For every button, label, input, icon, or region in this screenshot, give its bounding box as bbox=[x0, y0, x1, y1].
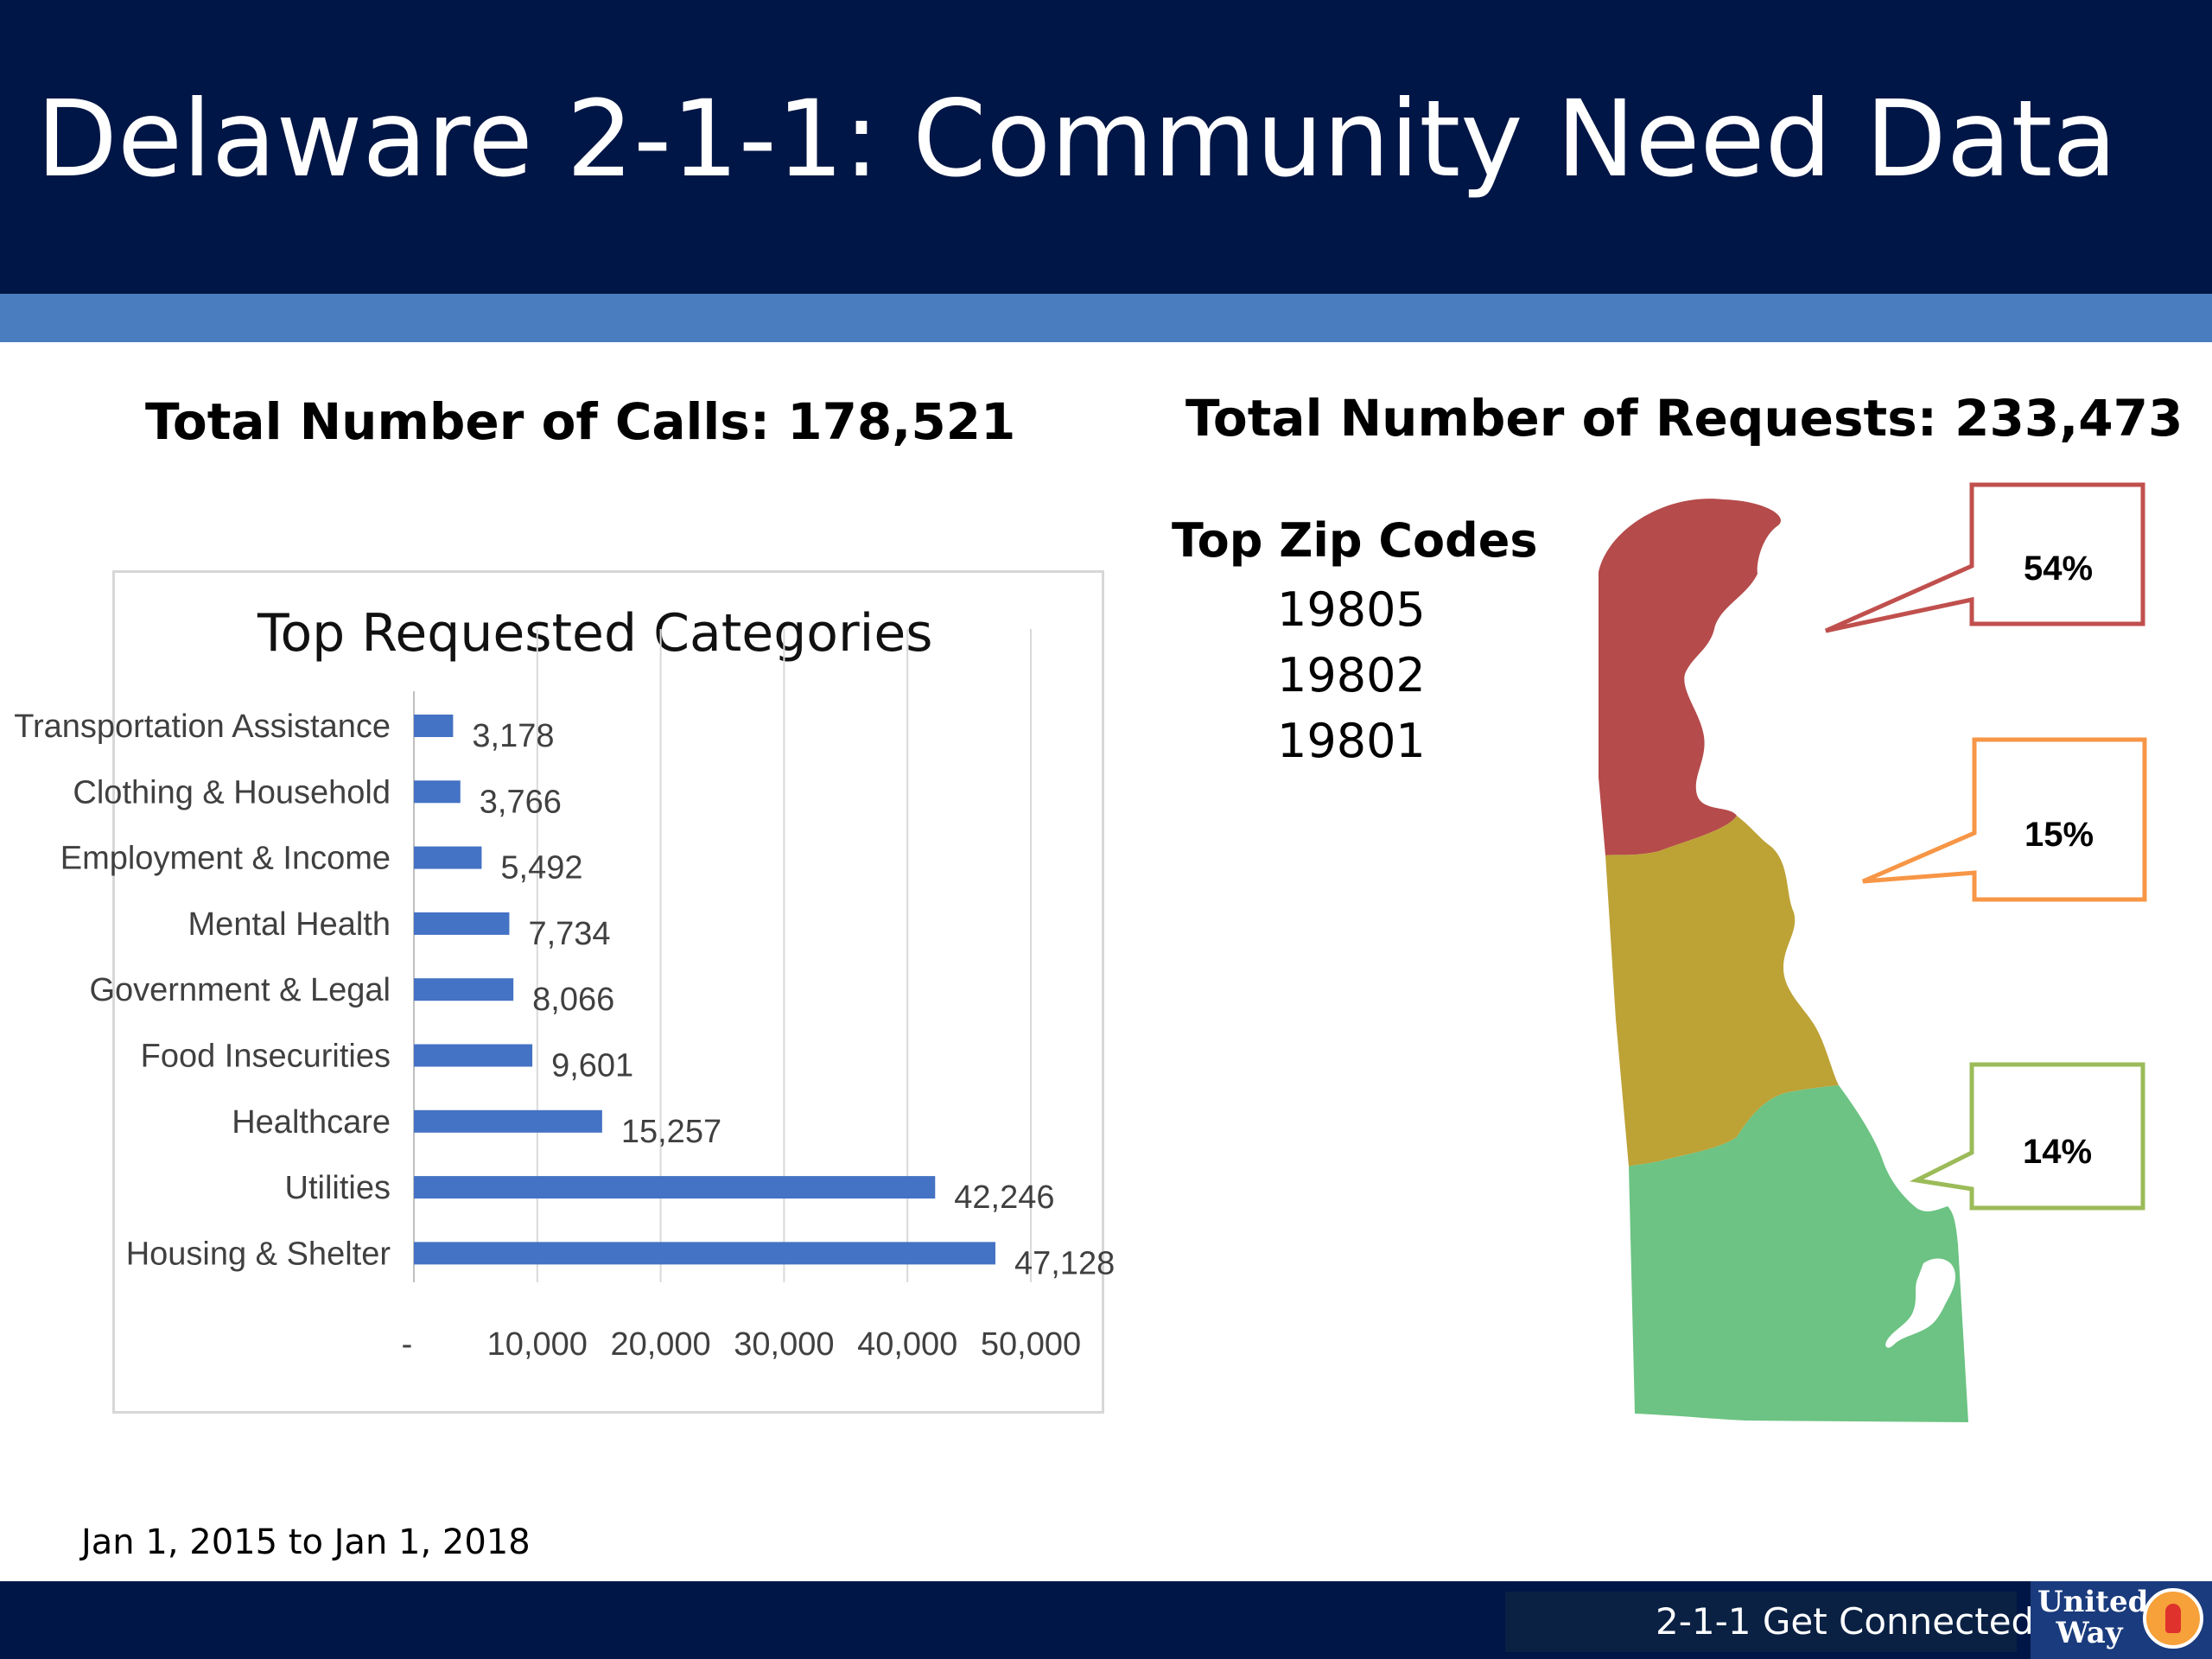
chart-frame bbox=[112, 570, 1104, 1414]
date-range-note: Jan 1, 2015 to Jan 1, 2018 bbox=[81, 1522, 531, 1562]
total-requests-stat: Total Number of Requests: 233,473 bbox=[1185, 389, 2183, 448]
zip-codes-list: 19805 19802 19801 bbox=[1277, 577, 1426, 774]
zip-codes-heading: Top Zip Codes bbox=[1172, 513, 1538, 568]
callout-box bbox=[1824, 482, 2145, 633]
title-bar bbox=[0, 0, 2212, 294]
callout-box bbox=[1862, 737, 2147, 902]
callout-percent: 15% bbox=[2024, 816, 2094, 854]
callout-percent: 14% bbox=[2023, 1133, 2092, 1171]
map-inlet-shape bbox=[1885, 1258, 1955, 1348]
callout-box bbox=[1909, 1062, 2145, 1211]
united-way-logo: United Way bbox=[2031, 1581, 2212, 1659]
zip-code-item: 19805 bbox=[1277, 582, 1426, 637]
map-region-new-castle bbox=[1599, 499, 1781, 855]
zip-code-item: 19801 bbox=[1277, 714, 1426, 768]
total-calls-stat: Total Number of Calls: 178,521 bbox=[145, 392, 1016, 451]
helping-hand-icon bbox=[2143, 1588, 2203, 1649]
chart-title: Top Requested Categories bbox=[257, 603, 933, 664]
logo-wordmark: United Way bbox=[2037, 1585, 2149, 1650]
map-callouts: 54% 15% 14% bbox=[1824, 482, 2147, 1211]
zip-code-item: 19802 bbox=[1277, 648, 1426, 702]
delaware-map bbox=[1599, 499, 1968, 1422]
map-region-kent bbox=[1605, 816, 1839, 1166]
callout-percent: 54% bbox=[2024, 550, 2093, 588]
footer-text: 2-1-1 Get Connected bbox=[1656, 1600, 2035, 1643]
slide-title: Delaware 2-1-1: Community Need Data bbox=[36, 78, 2118, 200]
footer-label-box bbox=[1505, 1592, 2017, 1652]
map-region-sussex bbox=[1629, 1085, 1968, 1422]
title-accent-stripe bbox=[0, 294, 2212, 342]
